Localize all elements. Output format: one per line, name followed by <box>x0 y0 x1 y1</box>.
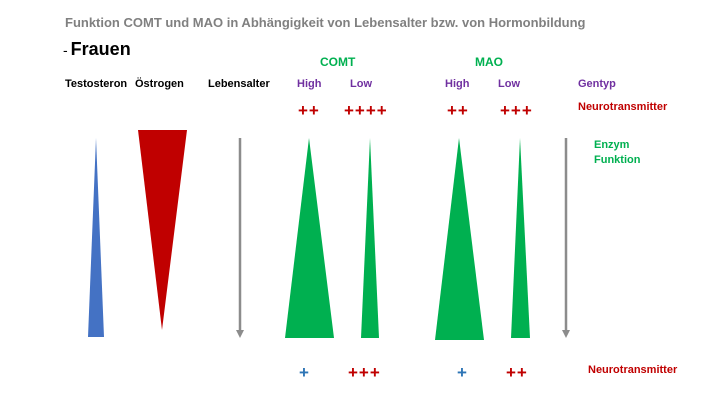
level-bottom-comt-low: +++ <box>348 363 381 382</box>
level-top-mao-high: ++ <box>447 101 469 120</box>
subtitle-dash: - <box>63 42 68 58</box>
mao-low-triangle <box>511 138 530 338</box>
level-top-comt-high: ++ <box>298 101 320 120</box>
level-top-mao-low: +++ <box>500 101 533 120</box>
genotype-comt-low: Low <box>350 78 372 90</box>
label-enzym-funktion: Enzym Funktion <box>594 138 640 168</box>
genotype-mao-low: Low <box>498 78 520 90</box>
comt-low-triangle <box>361 138 379 338</box>
slide-subtitle: - Frauen <box>63 40 131 58</box>
testosteron-triangle <box>88 138 104 337</box>
genotype-mao-high: High <box>445 78 470 90</box>
mao-high-triangle <box>435 138 484 340</box>
label-gentyp: Gentyp <box>578 78 616 90</box>
group-mao: MAO <box>475 55 503 69</box>
level-top-comt-low: ++++ <box>344 101 388 120</box>
level-bottom-comt-high: + <box>299 363 309 382</box>
label-neurotransmitter-top: Neurotransmitter <box>578 101 668 113</box>
label-neurotransmitter-bottom: Neurotransmitter <box>588 364 678 376</box>
label-enzym: Enzym <box>594 139 630 151</box>
label-lebensalter: Lebensalter <box>208 78 270 90</box>
slide-title: Funktion COMT und MAO in Abhängigkeit vo… <box>65 15 586 30</box>
comt-high-triangle <box>285 138 334 338</box>
level-bottom-mao-high: + <box>457 363 467 382</box>
level-bottom-mao-low: ++ <box>506 363 528 382</box>
label-testosteron: Testosteron <box>65 78 128 90</box>
subtitle-text: Frauen <box>70 39 131 59</box>
group-comt: COMT <box>320 55 356 69</box>
genotype-comt-high: High <box>297 78 322 90</box>
oestrogen-triangle <box>138 130 187 330</box>
label-oestrogen: Östrogen <box>135 78 184 90</box>
label-funktion: Funktion <box>594 153 641 166</box>
